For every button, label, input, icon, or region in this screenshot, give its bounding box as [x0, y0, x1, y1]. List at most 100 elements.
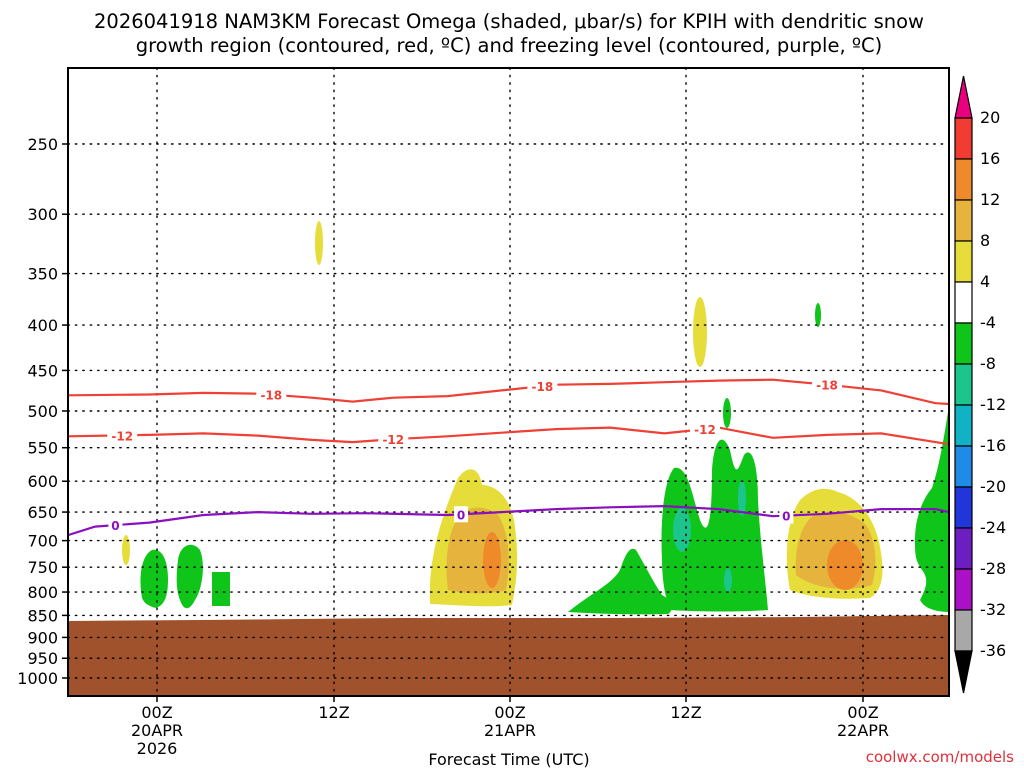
- x-tick-label: 00Z: [141, 703, 172, 722]
- omega-blob: [122, 535, 130, 565]
- isotherm-0C: [68, 504, 949, 537]
- isotherm-label: -18: [532, 380, 554, 394]
- x-tick-label: 12Z: [318, 703, 349, 722]
- y-tick-label: 600: [27, 472, 58, 491]
- colorbar-segment: [954, 445, 973, 488]
- colorbar-label: -24: [980, 518, 1006, 537]
- omega-blob: [827, 540, 863, 590]
- y-tick-label: 650: [27, 503, 58, 522]
- y-tick-label: 850: [27, 606, 58, 625]
- x-tick-label: 00Z: [847, 703, 878, 722]
- isotherm-label-bg: [256, 386, 287, 403]
- colorbar-segment: [954, 486, 973, 529]
- omega-blob: [140, 549, 168, 608]
- y-tick-label: 350: [27, 265, 58, 284]
- omega-blob: [483, 532, 501, 588]
- isotherm-label: -12: [382, 433, 404, 447]
- x-tick-label: 2026: [137, 739, 178, 758]
- grid-lines: [67, 67, 950, 697]
- omega-blob: [815, 303, 821, 327]
- isotherm-label-bg: [779, 507, 794, 524]
- isotherm-label: -12: [111, 429, 133, 443]
- colorbar-label: -4: [980, 313, 996, 332]
- credit-text: coolwx.com/models: [866, 748, 1014, 766]
- omega-blob: [723, 398, 731, 428]
- isotherm-label: 0: [457, 508, 465, 522]
- isotherm-label-bg: [108, 517, 123, 534]
- y-tick-label: 800: [27, 583, 58, 602]
- x-tick-label: 12Z: [670, 703, 701, 722]
- x-tick-label: 21APR: [484, 721, 536, 740]
- colorbar-label: 20: [980, 108, 1000, 127]
- y-axis: 250 300 350 400 450 500 550 600 650 700 750 800 850 9…: [17, 135, 68, 688]
- omega-blob: [212, 572, 230, 606]
- chart-title-line-2: growth region (contoured, red, ºC) and f…: [136, 34, 883, 57]
- colorbar-label: 8: [980, 231, 990, 250]
- terrain-surface: [68, 615, 949, 696]
- colorbar-segment: [954, 363, 973, 406]
- colorbar-segment: [954, 240, 973, 283]
- omega-shading-layer: [122, 221, 949, 615]
- isotherm-label: 0: [782, 510, 790, 524]
- x-tick-label: 00Z: [494, 703, 525, 722]
- y-tick-label: 550: [27, 439, 58, 458]
- y-tick-label: 700: [27, 532, 58, 551]
- colorbar-label: -12: [980, 395, 1006, 414]
- isotherm-label-bg: [107, 427, 138, 444]
- colorbar: 20 16 12 8 4 -4 -8 -12 -16 -20 -24 -28 -32 -36: [954, 75, 1006, 694]
- isotherm-label: -18: [260, 389, 282, 403]
- isotherm-label-bg: [454, 506, 469, 523]
- isotherm--12C: [68, 426, 949, 446]
- colorbar-segment: [954, 281, 973, 324]
- colorbar-label: -20: [980, 477, 1006, 496]
- colorbar-segment: [954, 158, 973, 201]
- isotherm-layer: -18 -18 -18 -12 -12 -12 0 0 0: [68, 376, 949, 537]
- isotherm-label-bg: [690, 421, 721, 438]
- colorbar-segment: [954, 117, 973, 160]
- y-tick-label: 900: [27, 628, 58, 647]
- y-tick-label: 400: [27, 316, 58, 335]
- y-tick-label: 250: [27, 135, 58, 154]
- colorbar-segment: [954, 609, 973, 652]
- colorbar-label: -8: [980, 354, 996, 373]
- isotherm-label: -12: [694, 423, 716, 437]
- x-tick-label: 20APR: [131, 721, 183, 740]
- isotherm-label-bg: [378, 431, 409, 448]
- colorbar-max-arrow: [954, 75, 973, 119]
- colorbar-label: 12: [980, 190, 1000, 209]
- omega-blob: [914, 412, 949, 612]
- omega-blob: [693, 297, 707, 367]
- colorbar-label: 4: [980, 272, 990, 291]
- plot-frame: [67, 67, 950, 697]
- colorbar-label: -28: [980, 559, 1006, 578]
- omega-blob: [315, 221, 323, 265]
- colorbar-label: -32: [980, 600, 1006, 619]
- colorbar-label: -16: [980, 436, 1006, 455]
- omega-blob: [724, 568, 732, 592]
- colorbar-segment: [954, 568, 973, 611]
- x-axis-label: Forecast Time (UTC): [428, 750, 589, 768]
- y-tick-label: 950: [27, 649, 58, 668]
- y-tick-label: 1000: [17, 669, 58, 688]
- y-tick-label: 450: [27, 361, 58, 380]
- x-tick-label: 22APR: [837, 721, 889, 740]
- omega-blob: [176, 544, 203, 609]
- y-tick-label: 750: [27, 558, 58, 577]
- y-tick-label: 300: [27, 205, 58, 224]
- colorbar-segment: [954, 527, 973, 570]
- colorbar-segment: [954, 322, 973, 365]
- omega-blob: [568, 548, 672, 615]
- isotherm-label: 0: [111, 519, 119, 533]
- isotherm-label: -18: [816, 379, 838, 393]
- y-tick-label: 500: [27, 402, 58, 421]
- isotherm-label-bg: [812, 376, 843, 393]
- isotherm-label-bg: [527, 378, 558, 395]
- colorbar-segment: [954, 199, 973, 242]
- colorbar-label: 16: [980, 149, 1000, 168]
- chart-title-line-1: 2026041918 NAM3KM Forecast Omega (shaded…: [94, 10, 924, 33]
- colorbar-segment: [954, 404, 973, 447]
- colorbar-min-arrow: [954, 650, 973, 694]
- omega-blob: [673, 508, 691, 552]
